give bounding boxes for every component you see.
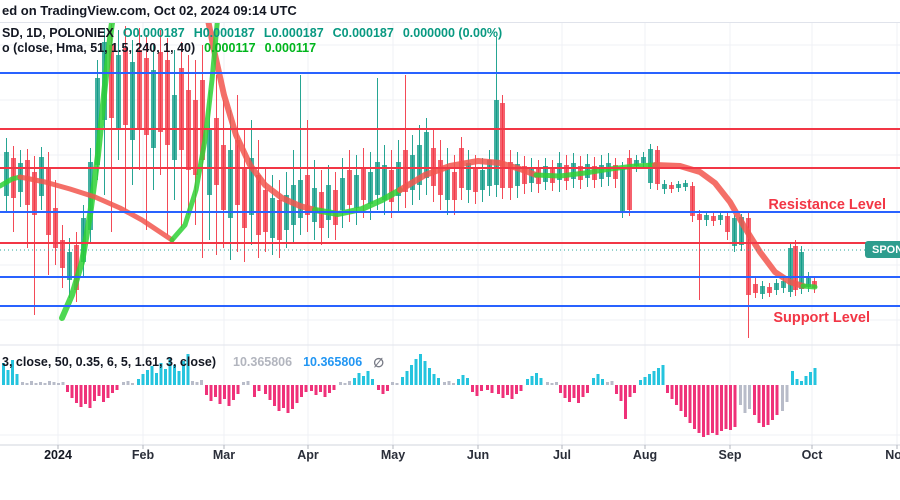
x-axis-label: Jun [466, 448, 490, 462]
oscillator-histogram [2, 354, 817, 437]
oscillator-title[interactable]: 3, close, 50, 0.35, 6, 5, 1.61, 3, close… [2, 355, 217, 369]
empty-set-icon: ∅ [373, 356, 385, 370]
main-price-pane [0, 22, 818, 338]
x-axis-label: Nov [885, 448, 900, 462]
time-axis[interactable]: 2024 Feb Mar Apr May Jun Jul Aug Sep Oct Nov [0, 448, 900, 466]
x-axis-label: Apr [297, 448, 319, 462]
x-axis-label: Sep [718, 448, 742, 462]
x-axis-label: Jul [552, 448, 572, 462]
x-axis-label: 2024 [44, 448, 72, 462]
x-axis-label: May [380, 448, 406, 462]
x-axis-label: Feb [131, 448, 155, 462]
symbol-price-tag: SPONG [865, 241, 900, 258]
attribution-text: ed on TradingView.com, Oct 02, 2024 09:1… [2, 3, 297, 18]
resistance-level-label[interactable]: Resistance Level [768, 197, 886, 213]
x-axis-label: Aug [632, 448, 658, 462]
x-axis-label: Mar [212, 448, 236, 462]
support-level-label[interactable]: Support Level [773, 310, 870, 326]
x-axis-label: Oct [801, 448, 823, 462]
oscillator-values: 10.365806 10.365806 ∅ [233, 355, 384, 370]
oscillator-value-current: 10.365806 [303, 355, 363, 369]
oscillator-value-prev: 10.365806 [233, 355, 293, 369]
attribution-bar: ed on TradingView.com, Oct 02, 2024 09:1… [0, 0, 900, 23]
